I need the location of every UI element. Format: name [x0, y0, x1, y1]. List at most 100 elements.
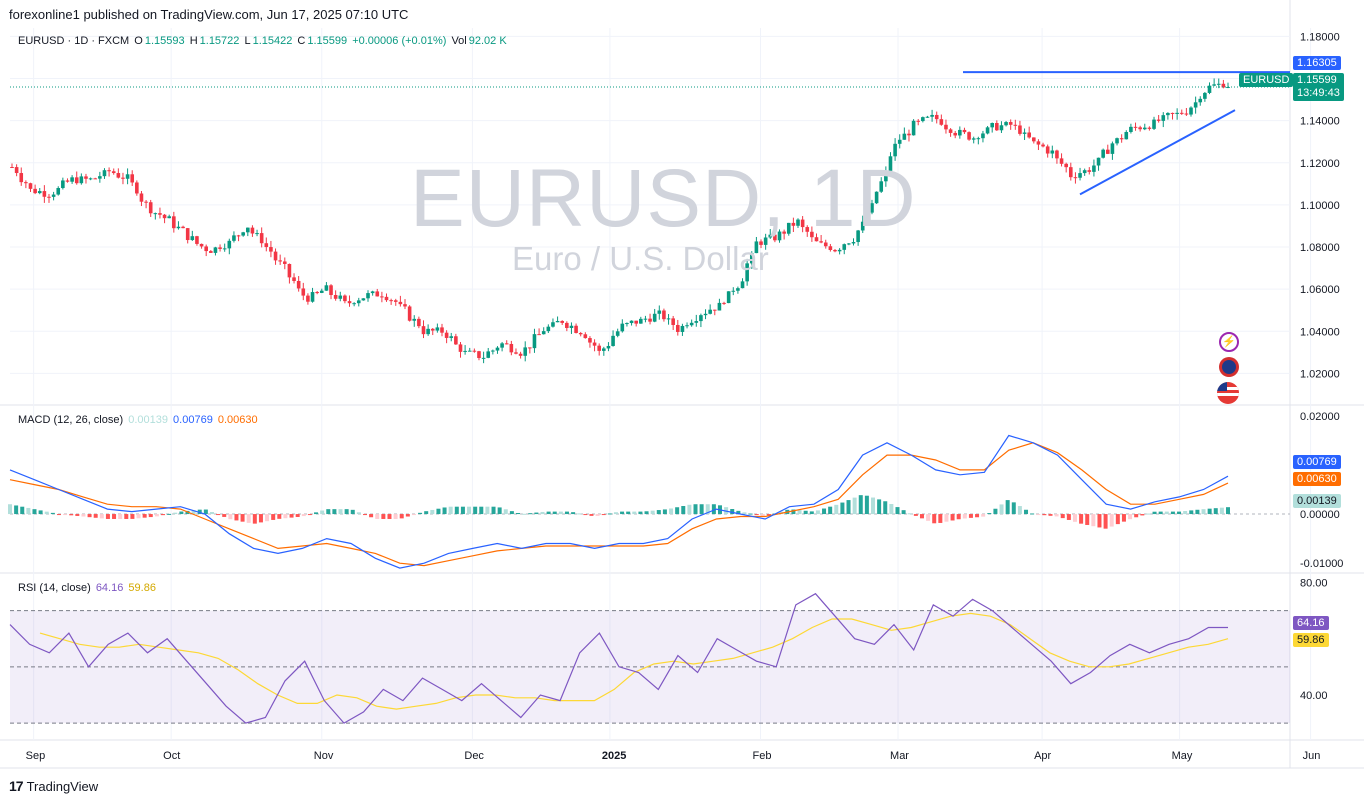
candle-body — [611, 335, 615, 346]
candle-body — [985, 127, 990, 134]
candle-body — [606, 345, 611, 349]
candle-body — [967, 132, 971, 140]
macd-histogram-bar — [632, 511, 637, 515]
candle-body — [148, 202, 153, 214]
rsi-legend[interactable]: RSI (14, close) 64.16 59.86 — [18, 582, 158, 594]
candle-body — [1068, 167, 1073, 178]
candle-body — [1147, 127, 1152, 129]
candle-body — [870, 203, 874, 213]
macd-histogram-bar — [577, 513, 582, 515]
candle-body — [486, 351, 491, 358]
candle-body — [338, 295, 343, 299]
macd-histogram-bar — [234, 514, 239, 521]
macd-histogram-bar — [50, 512, 55, 515]
candle-body — [14, 167, 19, 174]
macd-histogram-bar — [889, 504, 894, 515]
macd-histogram-bar — [405, 514, 410, 517]
price-tick-label: 1.18000 — [1300, 31, 1340, 43]
macd-histogram-bar — [534, 512, 539, 515]
candle-body — [1156, 119, 1161, 121]
price-tick-label: 1.10000 — [1300, 200, 1340, 212]
candle-body — [1087, 170, 1092, 172]
time-tick-label: Feb — [753, 750, 772, 762]
macd-histogram-bar — [130, 514, 135, 519]
macd-histogram-bar — [301, 514, 306, 517]
macd-histogram-bar — [913, 514, 918, 516]
macd-histogram-bar — [895, 507, 900, 515]
main-legend[interactable]: EURUSD · 1D · FXCM O 1.15593 H 1.15722 L 1.… — [18, 35, 509, 47]
support-trendline — [1079, 109, 1236, 196]
macd-histogram-bar — [907, 513, 912, 515]
candle-body — [324, 285, 329, 291]
rsi-line — [9, 592, 1228, 724]
candle-body — [1018, 125, 1022, 134]
rsi-legend-value: 64.16 — [95, 582, 124, 594]
candle-body — [578, 332, 583, 335]
macd-histogram-bar — [840, 502, 845, 515]
candle-body — [477, 351, 481, 359]
candle-body — [953, 132, 958, 136]
macd-histogram-bar — [1103, 514, 1108, 529]
watermark-title: EURUSD, 1D — [410, 153, 917, 244]
macd-histogram-bar — [118, 514, 123, 519]
candle-body — [1216, 83, 1221, 85]
footer[interactable]: 17 TradingView — [9, 778, 98, 794]
macd-histogram-bar — [766, 514, 771, 516]
candle-body — [1105, 149, 1110, 154]
candle-body — [625, 323, 629, 325]
lightning-icon[interactable]: ⚡ — [1219, 332, 1239, 352]
price-tick-label: 1.04000 — [1300, 326, 1340, 338]
candle-body — [458, 344, 463, 352]
signal-value-badge: 0.00630 — [1293, 472, 1341, 486]
candle-body — [273, 251, 278, 261]
time-axis: Sep Oct Nov Dec 2025 Feb Mar Apr May Jun — [26, 750, 1321, 762]
candle-body — [671, 318, 675, 325]
time-tick-label: Nov — [314, 750, 334, 762]
macd-legend[interactable]: MACD (12, 26, close) 0.00139 0.00769 0.0… — [18, 414, 260, 426]
candle-body — [583, 334, 588, 339]
candle-body — [500, 343, 504, 348]
candle-body — [250, 227, 255, 234]
macd-histogram-bar — [1183, 511, 1188, 515]
macd-histogram-bar — [509, 511, 514, 515]
candle-body — [509, 343, 514, 353]
candle-body — [860, 221, 865, 231]
macd-histogram-bar — [595, 514, 600, 516]
candle-body — [514, 352, 518, 354]
macd-tick-label: 0.00000 — [1300, 509, 1340, 521]
rsi-legend-label: RSI (14, close) — [18, 582, 91, 594]
candle-body — [296, 280, 301, 289]
candle-body — [847, 243, 851, 245]
macd-histogram-bar — [993, 508, 998, 515]
macd-histogram-bar — [699, 504, 704, 515]
candle-body — [958, 129, 962, 136]
candle-body — [51, 194, 56, 197]
us-flag-event-icon[interactable] — [1217, 382, 1239, 404]
candle-body — [227, 240, 232, 249]
macd-histogram-bar — [467, 506, 472, 515]
macd-histogram-bar — [448, 506, 453, 515]
macd-histogram-bar — [307, 514, 312, 516]
candle-body — [777, 231, 782, 241]
macd-histogram-bar — [362, 514, 367, 516]
candle-body — [435, 327, 440, 331]
candle-body — [1142, 127, 1147, 130]
candle-body — [463, 350, 467, 352]
candle-body — [1115, 138, 1119, 144]
candle-body — [805, 227, 810, 232]
macd-histogram-bar — [999, 504, 1004, 515]
candle-body — [856, 230, 860, 243]
eu-flag-event-icon[interactable] — [1219, 357, 1239, 377]
candle-body — [1078, 173, 1082, 178]
macd-histogram-bar — [601, 514, 606, 516]
candle-body — [444, 332, 449, 338]
macd-histogram-bar — [675, 507, 680, 515]
candle-body — [352, 303, 356, 305]
macd-histogram-bar — [1017, 506, 1022, 515]
macd-histogram-bar — [26, 507, 31, 515]
candle-body — [421, 326, 426, 335]
macd-histogram-bar — [626, 511, 631, 515]
candle-body — [1004, 122, 1008, 126]
candle-body — [472, 350, 477, 352]
